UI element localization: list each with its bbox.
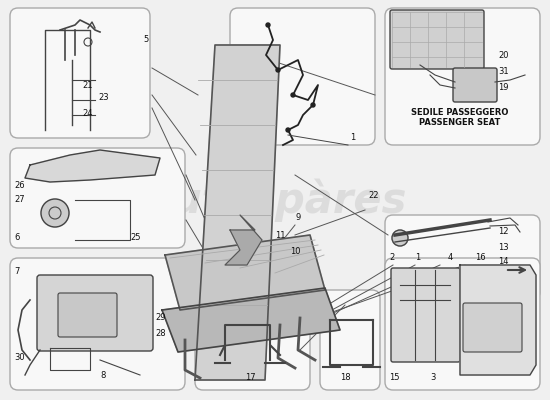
FancyBboxPatch shape <box>10 258 185 390</box>
FancyBboxPatch shape <box>230 8 375 145</box>
Circle shape <box>392 230 408 246</box>
Text: 22: 22 <box>368 190 378 200</box>
FancyBboxPatch shape <box>195 290 310 390</box>
Polygon shape <box>25 150 160 182</box>
Text: 14: 14 <box>498 258 509 266</box>
FancyBboxPatch shape <box>385 258 540 390</box>
Circle shape <box>291 93 295 97</box>
Text: 29: 29 <box>155 314 166 322</box>
Circle shape <box>266 23 270 27</box>
Text: 17: 17 <box>245 374 256 382</box>
Text: 15: 15 <box>389 374 399 382</box>
Text: 1: 1 <box>350 134 355 142</box>
Circle shape <box>41 199 69 227</box>
FancyBboxPatch shape <box>385 215 540 300</box>
FancyBboxPatch shape <box>10 148 185 248</box>
FancyBboxPatch shape <box>390 10 484 69</box>
FancyBboxPatch shape <box>391 268 460 362</box>
Text: 16: 16 <box>475 254 486 262</box>
Text: 27: 27 <box>14 196 25 204</box>
Polygon shape <box>165 235 325 310</box>
Polygon shape <box>460 265 536 375</box>
Text: 26: 26 <box>14 180 25 190</box>
Text: 1: 1 <box>415 254 420 262</box>
Text: autospàres: autospàres <box>144 178 406 222</box>
FancyBboxPatch shape <box>10 8 150 138</box>
Polygon shape <box>195 45 280 380</box>
Circle shape <box>276 68 280 72</box>
Text: 23: 23 <box>98 94 109 102</box>
Text: 5: 5 <box>143 36 148 44</box>
Text: SEDILE PASSEGGERO: SEDILE PASSEGGERO <box>411 108 509 117</box>
Text: 13: 13 <box>498 242 509 252</box>
Text: 30: 30 <box>14 354 25 362</box>
Text: 10: 10 <box>290 248 300 256</box>
Text: 9: 9 <box>295 214 300 222</box>
FancyBboxPatch shape <box>37 275 153 351</box>
Text: 8: 8 <box>100 370 106 380</box>
FancyBboxPatch shape <box>58 293 117 337</box>
FancyBboxPatch shape <box>320 290 380 390</box>
Text: 20: 20 <box>498 50 509 60</box>
Circle shape <box>286 128 290 132</box>
FancyBboxPatch shape <box>463 303 522 352</box>
Text: 24: 24 <box>82 108 92 118</box>
Text: 28: 28 <box>155 328 166 338</box>
Text: 19: 19 <box>498 84 509 92</box>
Text: 12: 12 <box>498 228 509 236</box>
FancyBboxPatch shape <box>453 68 497 102</box>
Text: 11: 11 <box>275 230 285 240</box>
Text: 6: 6 <box>14 232 19 242</box>
Polygon shape <box>225 215 262 265</box>
Polygon shape <box>162 288 340 352</box>
Text: 21: 21 <box>82 80 92 90</box>
FancyBboxPatch shape <box>385 8 540 145</box>
Text: 4: 4 <box>448 254 453 262</box>
Text: 7: 7 <box>14 268 19 276</box>
Text: 25: 25 <box>130 232 140 242</box>
Text: 2: 2 <box>389 254 394 262</box>
Text: PASSENGER SEAT: PASSENGER SEAT <box>419 118 500 127</box>
Text: 31: 31 <box>498 68 509 76</box>
Circle shape <box>311 103 315 107</box>
Text: 3: 3 <box>430 374 436 382</box>
Text: 18: 18 <box>340 374 351 382</box>
